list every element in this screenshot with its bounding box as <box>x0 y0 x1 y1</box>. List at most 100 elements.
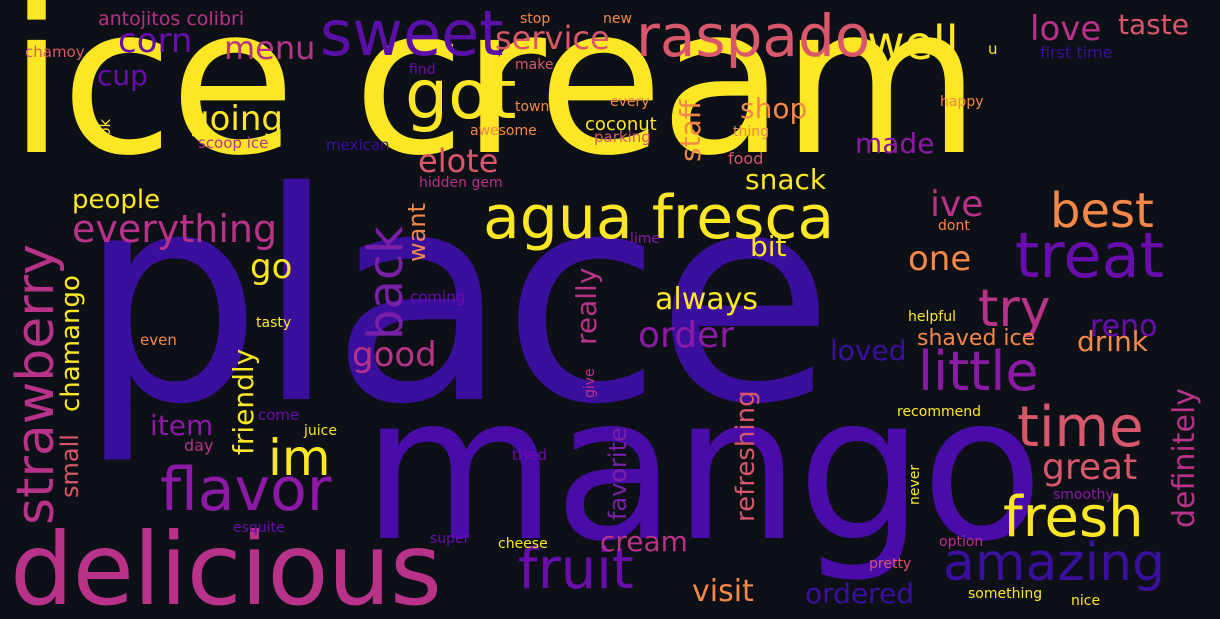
word-option: option <box>939 534 984 550</box>
word-loved: loved <box>830 334 907 367</box>
word-awesome: awesome <box>470 123 537 139</box>
word-go: go <box>250 247 293 287</box>
word-treat: treat <box>1015 219 1164 292</box>
word-service: service <box>495 19 610 57</box>
word-delicious: delicious <box>10 511 442 619</box>
word-order: order <box>638 315 734 356</box>
word-small: small <box>56 434 84 498</box>
word-best: best <box>1050 183 1154 239</box>
word-reno: reno <box>1090 309 1158 344</box>
word-agua-fresca: agua fresca <box>483 183 835 253</box>
word-mexican: mexican <box>326 136 390 154</box>
word-hidden-gem: hidden gem <box>419 175 503 191</box>
word-helpful: helpful <box>908 309 956 325</box>
word-juice: juice <box>304 423 337 439</box>
word-visit: visit <box>692 574 754 609</box>
word-coconut: coconut <box>585 114 657 135</box>
word-staff: staff <box>674 99 707 162</box>
word-refreshing: refreshing <box>731 390 761 522</box>
word-going: going <box>188 99 283 139</box>
word-try: try <box>978 279 1051 339</box>
word-item: item <box>150 409 214 442</box>
word-pretty: pretty <box>869 556 912 572</box>
word-ordered: ordered <box>805 577 915 610</box>
word-town: town <box>515 99 550 115</box>
word-lime: lime <box>630 231 661 247</box>
word-esquite: esquite <box>233 520 285 536</box>
word-dont: dont <box>938 218 970 234</box>
word-fresh: fresh <box>1003 485 1144 550</box>
word-scoop-ice: scoop ice <box>198 134 269 152</box>
word-parking: parking <box>594 128 651 146</box>
word-raspado: raspado <box>636 2 871 70</box>
word-love: love <box>1030 9 1102 49</box>
word-menu: menu <box>224 29 316 67</box>
word-elote: elote <box>418 142 499 180</box>
word-cup: cup <box>97 59 148 92</box>
word-look: look <box>96 118 114 150</box>
word-taste: taste <box>1118 8 1189 41</box>
word-shaved-ice: shaved ice <box>917 326 1036 351</box>
word-find: find <box>409 62 436 78</box>
word-bit: bit <box>750 230 787 263</box>
word-first-time: first time <box>1040 43 1113 62</box>
word-new: new <box>603 11 632 27</box>
word-u: u <box>988 40 998 58</box>
word-good: good <box>352 335 437 375</box>
word-little: little <box>918 340 1039 403</box>
word-great: great <box>1042 447 1138 488</box>
word-really: really <box>570 267 603 345</box>
word-corn: corn <box>118 21 193 61</box>
word-mango: mango <box>362 353 1043 586</box>
word-im: im <box>268 429 331 487</box>
word-got: got <box>405 56 517 135</box>
word-ive: ive <box>930 184 984 225</box>
word-snack: snack <box>745 163 827 196</box>
word-always: always <box>655 282 759 317</box>
word-tasty: tasty <box>256 315 292 331</box>
word-stop: stop <box>520 11 551 27</box>
word-thing: thing <box>733 124 770 140</box>
word-favorite: favorite <box>604 427 632 520</box>
word-recommend: recommend <box>897 404 981 420</box>
word-cheese: cheese <box>498 536 548 552</box>
word-come: come <box>258 406 300 424</box>
word-shop: shop <box>740 92 808 125</box>
word-everything: everything <box>72 207 278 251</box>
word-something: something <box>968 586 1043 602</box>
word-super: super <box>430 531 470 547</box>
word-happy: happy <box>940 94 984 110</box>
word-strawberry: strawberry <box>6 244 66 525</box>
word-give: give <box>582 368 598 398</box>
word-fruit: fruit <box>518 537 634 602</box>
word-tried: tried <box>512 446 547 464</box>
word-nice: nice <box>1071 593 1101 609</box>
word-time: time <box>1017 395 1144 460</box>
word-make: make <box>515 57 554 73</box>
word-sweet: sweet <box>320 0 504 70</box>
word-made: made <box>855 127 935 160</box>
word-day: day <box>184 436 214 455</box>
word-chamoy: chamoy <box>25 43 85 61</box>
word-amazing: amazing <box>943 533 1166 593</box>
word-cream-small: cream <box>600 525 688 558</box>
word-every: every <box>610 94 650 110</box>
word-coming: coming <box>410 288 466 306</box>
word-friendly: friendly <box>227 348 260 455</box>
word-place: place <box>78 131 834 468</box>
word-well: well <box>867 16 959 70</box>
word-ice-cream: ice cream <box>8 0 981 201</box>
word-never: never <box>907 464 923 505</box>
word-definitely: definitely <box>1167 387 1202 528</box>
word-food: food <box>728 149 764 168</box>
word-chamango: chamango <box>56 275 86 412</box>
word-flavor: flavor <box>160 455 332 525</box>
word-smoothy: smoothy <box>1053 487 1114 503</box>
word-antojitos-colibri: antojitos colibri <box>98 8 245 30</box>
word-people: people <box>72 185 161 215</box>
word-even: even <box>140 331 177 349</box>
word-drink: drink <box>1077 325 1149 358</box>
word-one: one <box>908 239 972 279</box>
word-want: want <box>403 203 431 262</box>
